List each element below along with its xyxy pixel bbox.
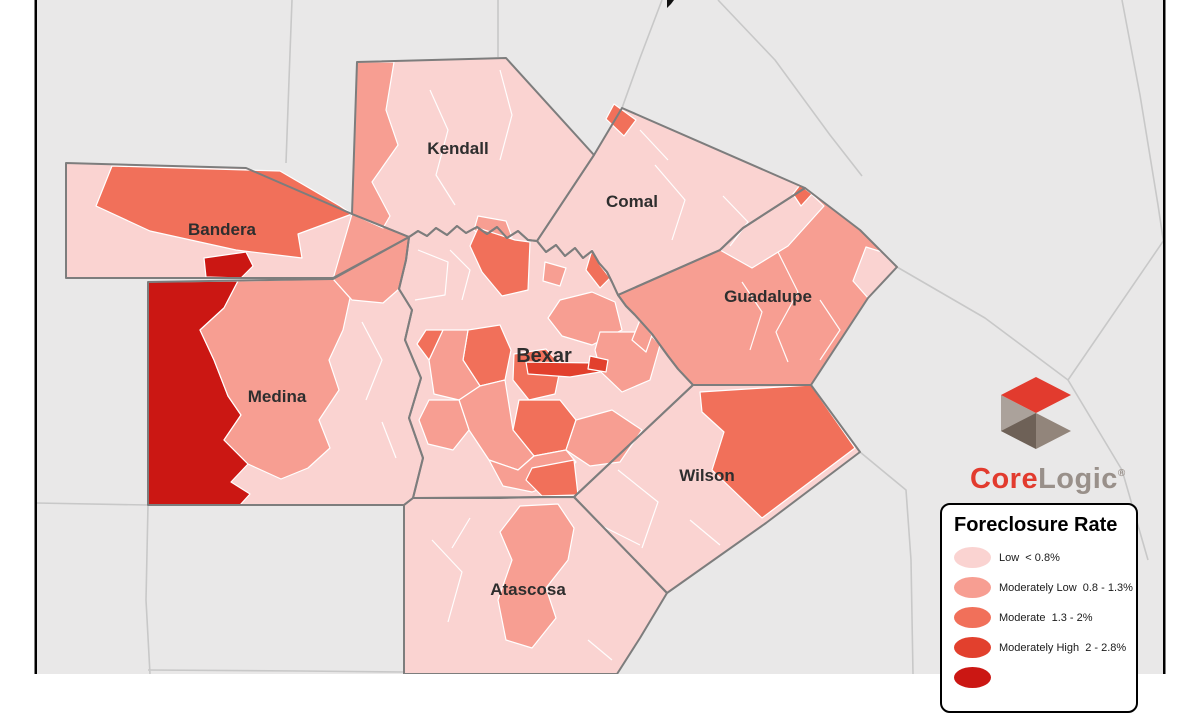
logo-cube-bottom-mid bbox=[1036, 413, 1071, 449]
county-labels: Bandera Kendall Comal Guadalupe Medina B… bbox=[188, 139, 812, 599]
legend-item-moderate: Moderate 1.3 - 2% bbox=[954, 607, 1124, 628]
zip-boundary-lines bbox=[361, 69, 841, 661]
legend-item-low: Low < 0.8% bbox=[954, 547, 1124, 568]
legend-swatch-moderately-high-icon bbox=[954, 637, 991, 658]
legend-swatch-low-icon bbox=[954, 547, 991, 568]
legend-label-moderately-low: Moderately Low 0.8 - 1.3% bbox=[999, 581, 1133, 594]
legend-item-moderately-high: Moderately High 2 - 2.8% bbox=[954, 637, 1127, 658]
legend: Foreclosure Rate Low < 0.8% Moderately L… bbox=[940, 503, 1138, 713]
legend-swatch-high-icon bbox=[954, 667, 991, 688]
legend-label-moderately-high: Moderately High 2 - 2.8% bbox=[999, 641, 1127, 654]
county-borders bbox=[65, 57, 898, 674]
county-kendall bbox=[352, 58, 594, 241]
outer-county-lines bbox=[36, 0, 1164, 674]
legend-swatch-moderately-low-icon bbox=[954, 577, 991, 598]
logo-cube-bottom-dark bbox=[1001, 413, 1036, 449]
county-label-bexar: Bexar bbox=[516, 345, 572, 367]
county-guadalupe bbox=[618, 188, 897, 385]
legend-item-moderately-low: Moderately Low 0.8 - 1.3% bbox=[954, 577, 1133, 598]
county-label-atascosa: Atascosa bbox=[490, 580, 566, 599]
corelogic-logo: CoreLogic® bbox=[970, 377, 1126, 495]
logo-wordmark: CoreLogic® bbox=[970, 463, 1126, 495]
logo-cube-top-face bbox=[1001, 377, 1071, 413]
county-label-medina: Medina bbox=[248, 387, 307, 406]
legend-label-moderate: Moderate 1.3 - 2% bbox=[999, 611, 1093, 624]
frame-right bbox=[1163, 0, 1166, 674]
foreclosure-map-page: { "map": { "county_labels": ["Bandera", … bbox=[34, 0, 1166, 713]
foreclosure-rate-map: Bandera Kendall Comal Guadalupe Medina B… bbox=[34, 0, 1166, 674]
county-label-comal: Comal bbox=[606, 192, 658, 211]
county-label-bandera: Bandera bbox=[188, 220, 257, 239]
legend-title: Foreclosure Rate bbox=[954, 514, 1118, 536]
cropped-title-text bbox=[667, 0, 674, 8]
legend-item-high bbox=[954, 667, 1124, 688]
county-label-kendall: Kendall bbox=[427, 139, 488, 158]
zip-patches bbox=[95, 61, 898, 649]
county-comal bbox=[537, 108, 805, 295]
county-label-wilson: Wilson bbox=[679, 466, 735, 485]
county-label-guadalupe: Guadalupe bbox=[724, 287, 812, 306]
legend-label-low: Low < 0.8% bbox=[999, 551, 1060, 564]
legend-swatch-moderate-icon bbox=[954, 607, 991, 628]
frame-left bbox=[34, 0, 37, 674]
